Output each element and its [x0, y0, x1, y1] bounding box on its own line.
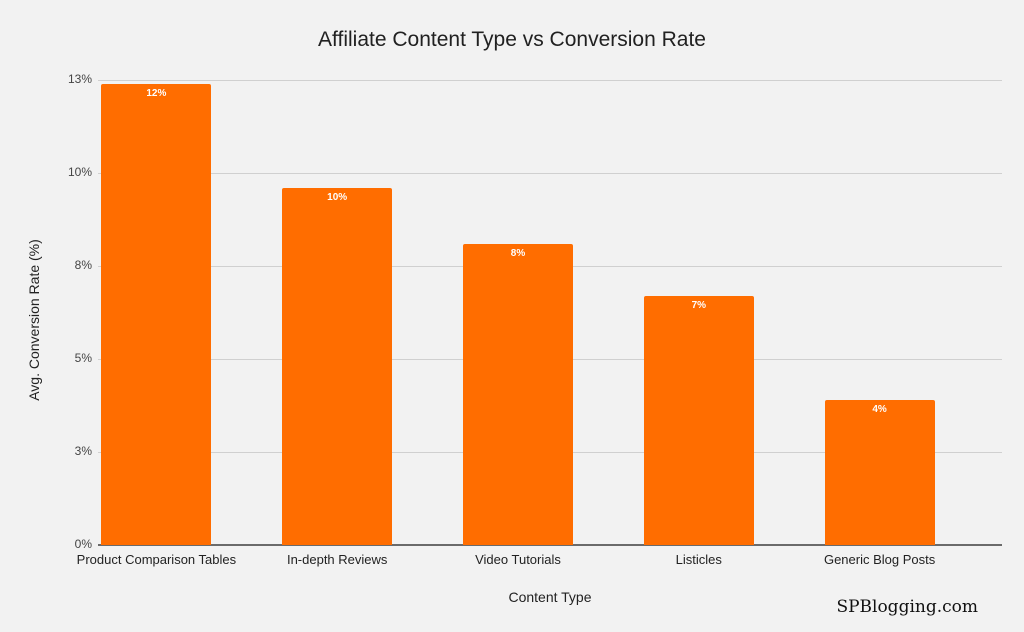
- x-tick-label: In-depth Reviews: [286, 552, 388, 567]
- gridline: [98, 173, 1002, 174]
- x-tick-label: Listicles: [675, 552, 722, 567]
- y-tick-label: 8%: [74, 258, 92, 272]
- bar-value-label: 4%: [872, 403, 887, 415]
- bar: 12%: [101, 83, 212, 545]
- y-tick-label: 13%: [67, 72, 92, 86]
- bar: 8%: [463, 243, 573, 545]
- y-tick-label: 5%: [74, 351, 92, 365]
- x-tick-label: Video Tutorials: [475, 552, 561, 567]
- x-axis-label: Content Type: [508, 589, 592, 605]
- y-tick-label: 10%: [67, 165, 92, 179]
- y-tick-label: 3%: [74, 444, 92, 458]
- x-tick-label: Product Comparison Tables: [76, 552, 237, 567]
- bar-value-label: 12%: [146, 87, 167, 99]
- chart-title: Affiliate Content Type vs Conversion Rat…: [318, 28, 706, 51]
- x-tick-label: Generic Blog Posts: [823, 552, 936, 567]
- plot-area: 12% 10% 8% 7% 4%: [98, 80, 1002, 546]
- bar: 7%: [643, 295, 754, 545]
- bar-value-label: 7%: [691, 299, 707, 311]
- y-tick-label: 0%: [74, 537, 92, 551]
- bar-value-label: 8%: [510, 247, 526, 259]
- bar: 4%: [824, 399, 935, 545]
- gridline: [98, 80, 1002, 81]
- watermark: SPBlogging.com: [836, 597, 978, 617]
- x-axis-line: [98, 544, 1002, 546]
- bar: 10%: [282, 187, 393, 545]
- bar-value-label: 10%: [327, 191, 348, 203]
